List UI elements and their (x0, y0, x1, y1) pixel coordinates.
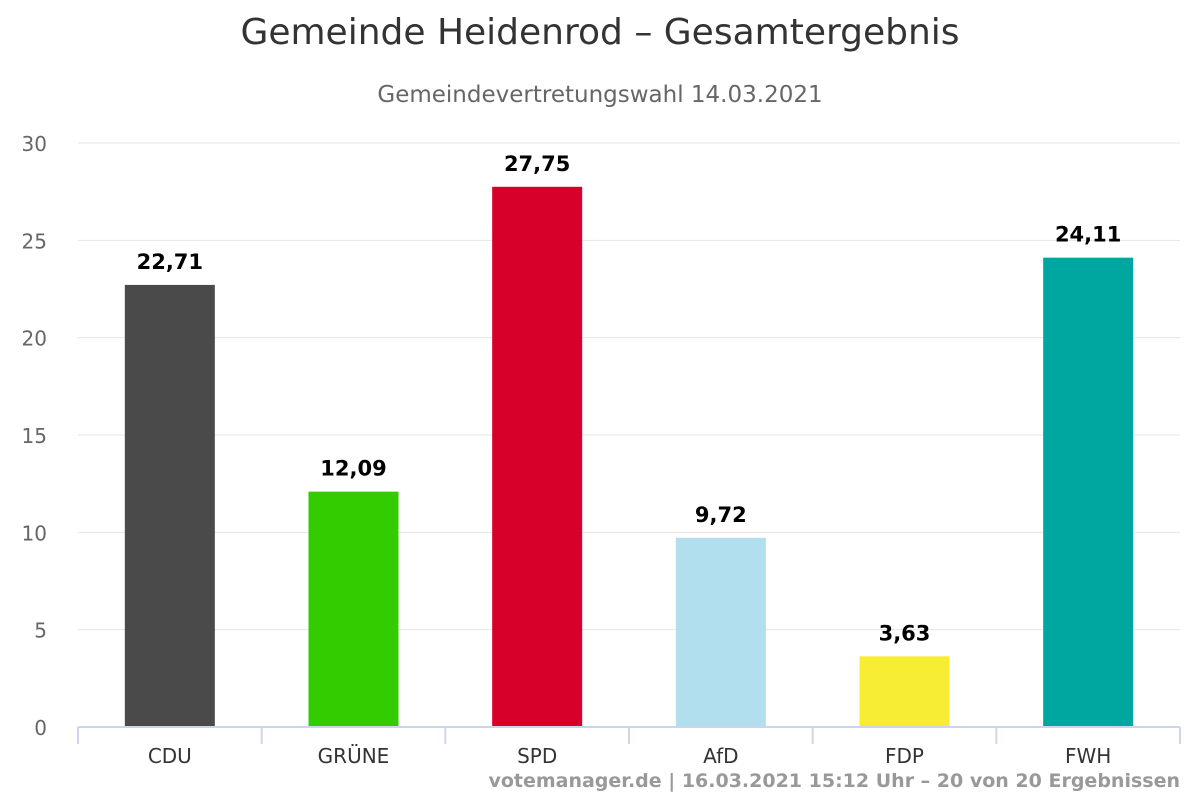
x-tick-label: FWH (1065, 744, 1111, 768)
bar-spd (492, 186, 583, 728)
y-tick-label: 30 (22, 132, 47, 156)
y-tick-label: 20 (22, 327, 47, 351)
data-label: 24,11 (1055, 223, 1121, 247)
x-tick-label: CDU (148, 744, 192, 768)
bar-fwh (1043, 257, 1134, 727)
y-tick-label: 25 (22, 229, 47, 253)
data-labels: 22,71 12,09 27,75 9,72 3,63 24,11 (137, 152, 1122, 646)
x-tick-label: AfD (703, 744, 738, 768)
x-tick-label: SPD (517, 744, 557, 768)
data-label: 22,71 (137, 250, 203, 274)
x-tick-label: FDP (885, 744, 924, 768)
credits-text: votemanager.de | 16.03.2021 15:12 Uhr – … (488, 770, 1180, 792)
data-label: 27,75 (504, 152, 570, 176)
chart-subtitle: Gemeindevertretungswahl 14.03.2021 (377, 82, 823, 108)
chart-title: Gemeinde Heidenrod – Gesamtergebnis (240, 12, 960, 53)
bar-fdp (859, 656, 950, 727)
gridlines (78, 142, 1180, 631)
bar-grüne (308, 491, 399, 727)
bar-afd (675, 537, 766, 727)
y-axis-tick-labels: 0 5 10 15 20 25 30 (22, 132, 47, 740)
y-tick-label: 5 (34, 619, 47, 643)
x-axis: CDU GRÜNE SPD AfD FDP FWH (77, 726, 1181, 768)
y-tick-label: 15 (22, 424, 47, 448)
bars (124, 186, 1134, 728)
data-label: 9,72 (695, 503, 747, 527)
bar-cdu (124, 284, 215, 727)
x-tick-label: GRÜNE (318, 744, 390, 768)
data-label: 12,09 (320, 457, 386, 481)
data-label: 3,63 (879, 621, 931, 645)
y-tick-label: 0 (34, 716, 47, 740)
y-tick-label: 10 (22, 521, 47, 545)
